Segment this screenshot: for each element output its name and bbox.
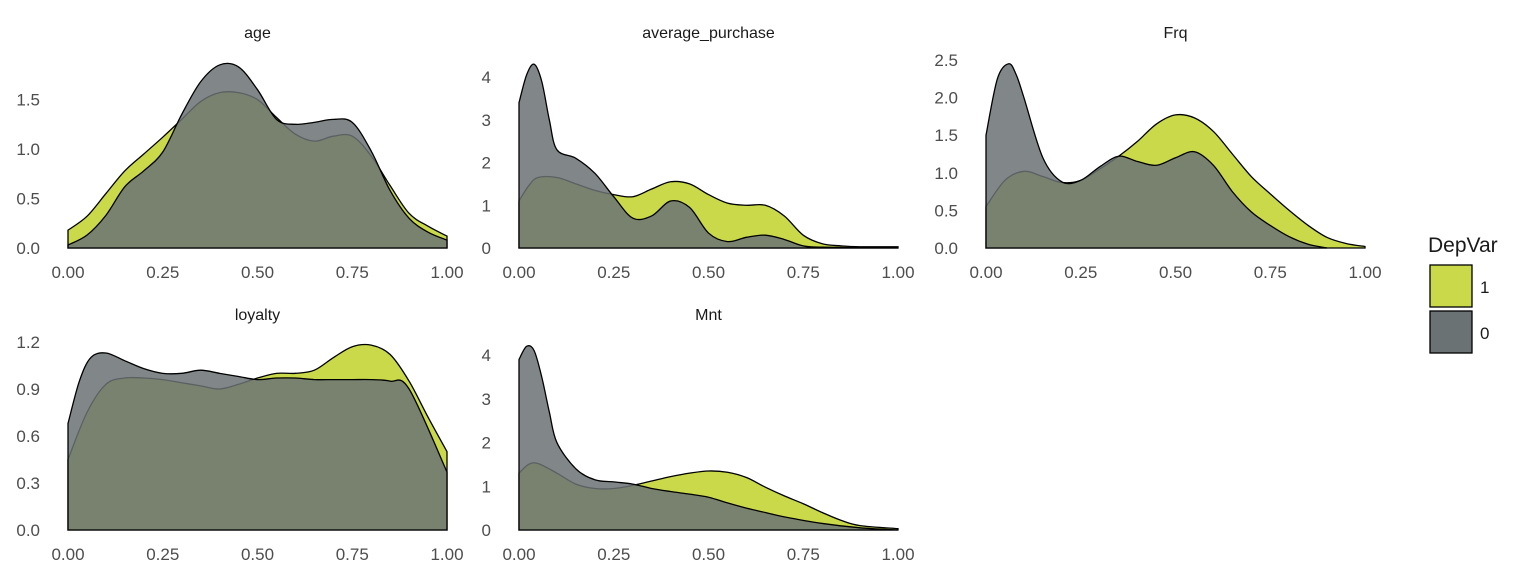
density-area-age-depvar-0 [67,62,448,249]
x-tick-label: 0.50 [241,545,274,564]
x-tick-label: 0.50 [241,263,274,282]
x-tick-label: 1.00 [881,263,914,282]
y-tick-label: 2.0 [934,89,958,108]
legend-title: DepVar [1428,234,1498,257]
x-tick-label: 0.00 [969,263,1002,282]
x-tick-label: 1.00 [881,545,914,564]
legend-swatch-0 [1429,310,1473,354]
y-tick-label: 0.6 [16,427,40,446]
density-area-loyalty-depvar-0 [67,352,448,531]
legend-label-0: 0 [1480,324,1489,343]
panel-title: age [244,25,271,42]
panel-title: Frq [1164,25,1188,42]
panel-frq: Frq 0.00 0.25 0.50 0.75 1.00 0.0 0.5 1.0 1.5 2.0 2.… [934,25,1381,282]
y-tick-label: 0 [482,239,491,258]
y-tick-label: 0.0 [16,239,40,258]
y-tick-label: 1.5 [934,126,958,145]
x-tick-label: 0.50 [692,263,725,282]
x-tick-label: 0.00 [502,263,535,282]
x-tick-label: 0.25 [597,263,630,282]
y-tick-label: 3 [482,390,491,409]
x-tick-label: 1.00 [430,545,463,564]
y-tick-label: 4 [482,346,491,365]
x-tick-label: 1.00 [1348,263,1381,282]
x-tick-label: 0.00 [51,263,84,282]
panel-title: loyalty [235,307,280,324]
panel-age: age 0.00 0.25 0.50 0.75 1.00 0.0 0.5 1.0 1.5 [16,25,463,282]
density-area-average-purchase-depvar-0 [518,63,899,249]
x-tick-label: 0.50 [692,545,725,564]
density-area-frq-depvar-0 [985,63,1328,249]
x-tick-label: 0.50 [1159,263,1192,282]
y-tick-label: 1.0 [934,164,958,183]
x-tick-label: 1.00 [430,263,463,282]
x-tick-label: 0.75 [336,545,369,564]
legend: DepVar 1 0 [1428,234,1498,354]
panel-title: Mnt [695,307,722,324]
y-tick-label: 0 [482,521,491,540]
y-tick-label: 0.9 [16,380,40,399]
y-tick-label: 0.5 [16,190,40,209]
panel-average-purchase: average_purchase 0.00 0.25 0.50 0.75 1.00 0 1 2 3… [482,25,915,282]
x-tick-label: 0.25 [146,545,179,564]
y-tick-label: 2 [482,154,491,173]
x-tick-label: 0.00 [51,545,84,564]
panel-title: average_purchase [642,25,775,42]
panel-mnt: Mnt 0.00 0.25 0.50 0.75 1.00 0 1 2 3 4 [482,307,915,564]
y-tick-label: 4 [482,68,491,87]
y-tick-label: 1 [482,196,491,215]
x-tick-label: 0.75 [787,545,820,564]
y-tick-label: 0.3 [16,474,40,493]
legend-swatch-1 [1429,264,1473,308]
y-tick-label: 0.0 [934,239,958,258]
y-tick-label: 2.5 [934,51,958,70]
y-tick-label: 1.2 [16,333,40,352]
density-area-mnt-depvar-0 [518,345,899,531]
y-tick-label: 3 [482,111,491,130]
x-tick-label: 0.25 [1064,263,1097,282]
x-tick-label: 0.75 [787,263,820,282]
x-tick-label: 0.25 [146,263,179,282]
x-tick-label: 0.00 [502,545,535,564]
y-tick-label: 1.5 [16,91,40,110]
x-tick-label: 0.75 [1254,263,1287,282]
y-tick-label: 1 [482,477,491,496]
x-tick-label: 0.75 [336,263,369,282]
y-tick-label: 1.0 [16,140,40,159]
legend-label-1: 1 [1480,278,1489,297]
y-tick-label: 0.0 [16,521,40,540]
x-tick-label: 0.25 [597,545,630,564]
y-tick-label: 2 [482,434,491,453]
panel-loyalty: loyalty 0.00 0.25 0.50 0.75 1.00 0.0 0.3 0.6 0.9 1… [16,307,463,564]
y-tick-label: 0.5 [934,201,958,220]
